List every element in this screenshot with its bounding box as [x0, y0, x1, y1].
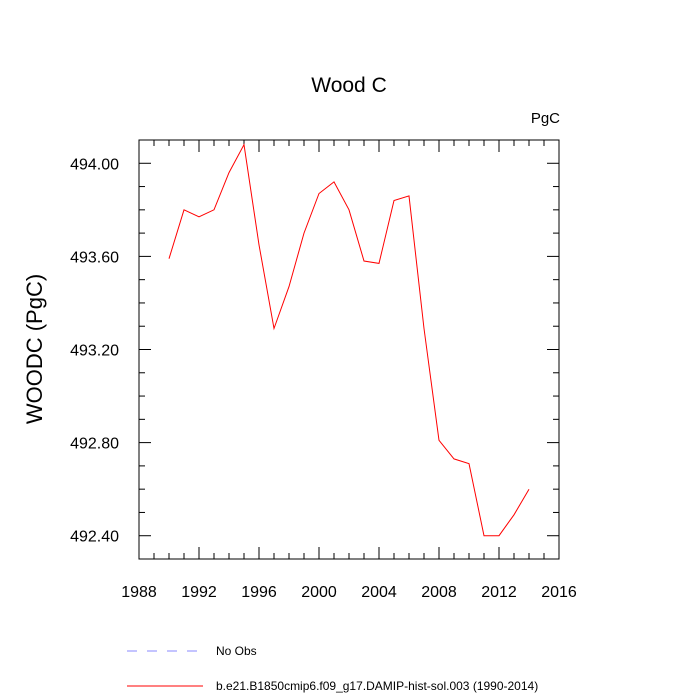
units-label: PgC — [531, 110, 560, 127]
x-tick-label: 1992 — [181, 584, 217, 601]
y-tick-label: 493.60 — [70, 249, 119, 266]
y-tick-label: 492.80 — [70, 436, 119, 453]
y-tick-label: 493.20 — [70, 343, 119, 360]
chart-title: Wood C — [311, 74, 386, 97]
y-tick-label: 492.40 — [70, 529, 119, 546]
plot-layer: 1988 1992 1996 2000 2004 2008 2012 2016 492.40 49… — [70, 139, 577, 601]
plot-frame — [138, 139, 560, 560]
x-tick-label: 2012 — [481, 584, 517, 601]
x-tick-label: 1996 — [241, 584, 277, 601]
x-tick-label: 2016 — [541, 584, 577, 601]
x-tick-label: 1988 — [121, 584, 157, 601]
x-tick-label: 2008 — [421, 584, 457, 601]
series-line — [168, 143, 530, 537]
legend-label: b.e21.B1850cmip6.f09_g17.DAMIP-hist-sol.… — [216, 679, 538, 693]
x-tick-label: 2004 — [361, 584, 397, 601]
legend-label: No Obs — [216, 644, 257, 658]
x-tick-label: 2000 — [301, 584, 337, 601]
y-tick-label: 494.00 — [70, 156, 119, 173]
y-axis-label: WOODC (PgC) — [22, 274, 47, 424]
legend: No Obs b.e21.B1850cmip6.f09_g17.DAMIP-his… — [127, 644, 538, 693]
